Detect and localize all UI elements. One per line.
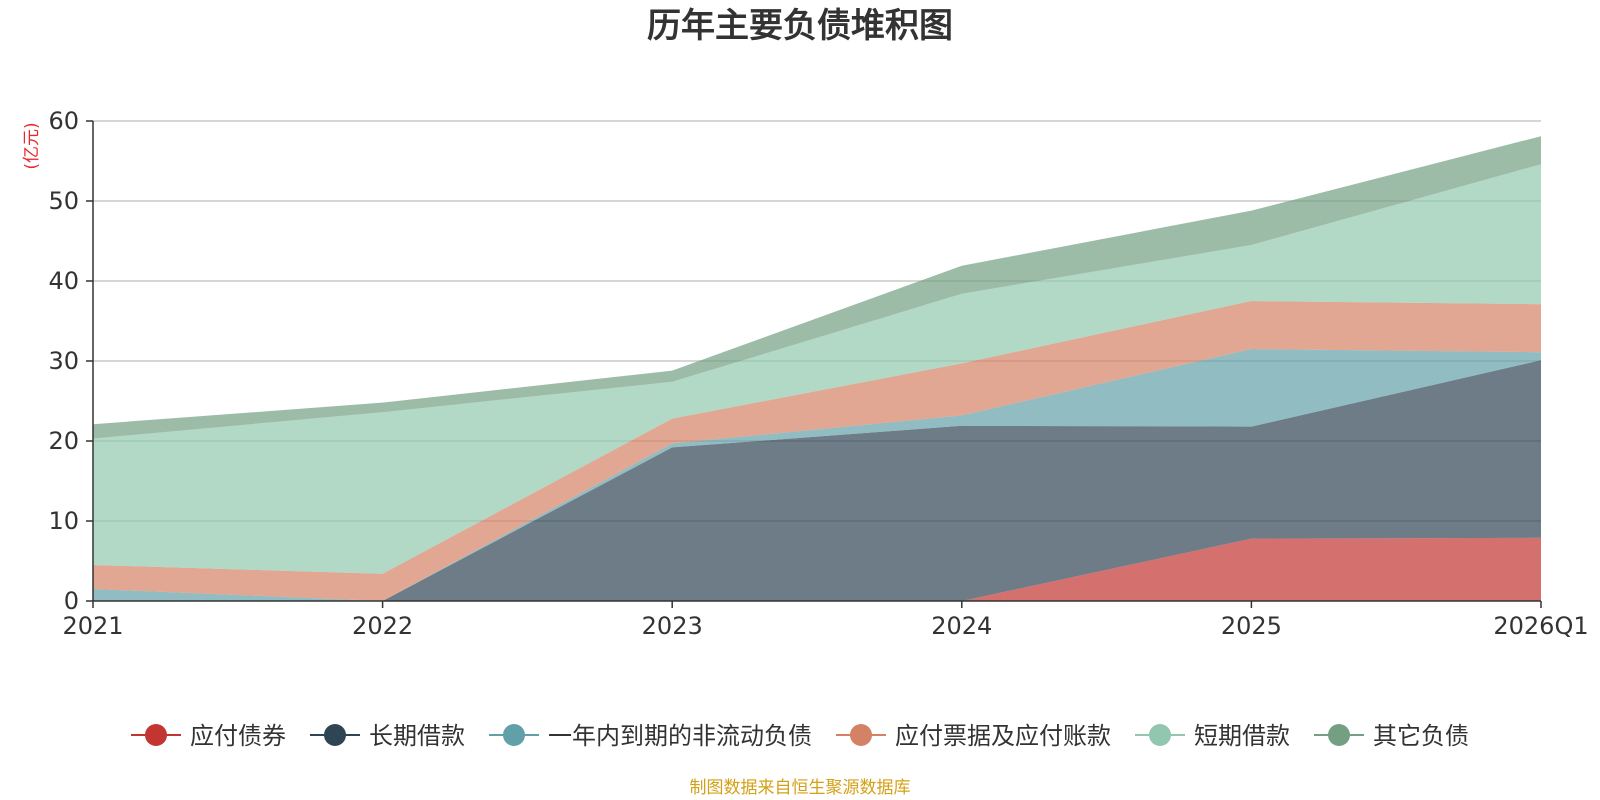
axes: 0 10 20 30 40 50 60 2021 2022 2023 2024 2025 2026Q1: [48, 107, 1588, 640]
y-tick-label: 0: [64, 587, 79, 615]
legend-item-长期借款[interactable]: 长期借款: [310, 722, 465, 750]
legend: 应付债券 长期借款 一年内到期的非流动负债 应付票据及应付账款 短期借款 其它负债: [131, 722, 1469, 750]
y-tick-label: 10: [48, 507, 79, 535]
legend-item-一年内到期的非流动负债[interactable]: 一年内到期的非流动负债: [489, 722, 812, 750]
legend-swatch-dot: [503, 724, 525, 746]
x-tick-label: 2026Q1: [1493, 612, 1588, 640]
legend-label: 长期借款: [369, 722, 465, 750]
area-series-长期借款: [93, 360, 1541, 601]
legend-swatch-dot: [1328, 724, 1350, 746]
x-tick-label: 2023: [642, 612, 703, 640]
x-tick-label: 2021: [62, 612, 123, 640]
legend-swatch-dot: [850, 724, 872, 746]
legend-label: 应付票据及应付账款: [895, 722, 1111, 750]
area-series-应付票据及应付账款: [93, 301, 1541, 601]
source-note: 制图数据来自恒生聚源数据库: [690, 778, 911, 798]
y-tick-label: 50: [48, 187, 79, 215]
y-tick-label: 40: [48, 267, 79, 295]
legend-item-应付票据及应付账款[interactable]: 应付票据及应付账款: [836, 722, 1111, 750]
y-tick-label: 30: [48, 347, 79, 375]
y-axis-unit-label: (亿元): [22, 122, 42, 169]
legend-swatch-dot: [145, 724, 167, 746]
y-tick-label: 60: [48, 107, 79, 135]
legend-label: 一年内到期的非流动负债: [548, 722, 812, 750]
legend-swatch-dot: [1149, 724, 1171, 746]
legend-label: 短期借款: [1194, 722, 1290, 750]
legend-label: 应付债券: [190, 722, 286, 750]
area-series-一年内到期的非流动负债: [93, 349, 1541, 601]
x-tick-label: 2025: [1221, 612, 1282, 640]
area-series-短期借款: [93, 164, 1541, 574]
area-series-group: [93, 136, 1541, 601]
legend-item-短期借款[interactable]: 短期借款: [1135, 722, 1290, 750]
legend-item-应付债券[interactable]: 应付债券: [131, 722, 286, 750]
x-tick-label: 2024: [931, 612, 992, 640]
y-tick-label: 20: [48, 427, 79, 455]
x-tick-label: 2022: [352, 612, 413, 640]
legend-item-其它负债[interactable]: 其它负债: [1314, 722, 1469, 750]
legend-swatch-dot: [324, 724, 346, 746]
area-series-应付债券: [93, 537, 1541, 601]
legend-label: 其它负债: [1373, 722, 1469, 750]
chart-title: 历年主要负债堆积图: [647, 6, 953, 46]
